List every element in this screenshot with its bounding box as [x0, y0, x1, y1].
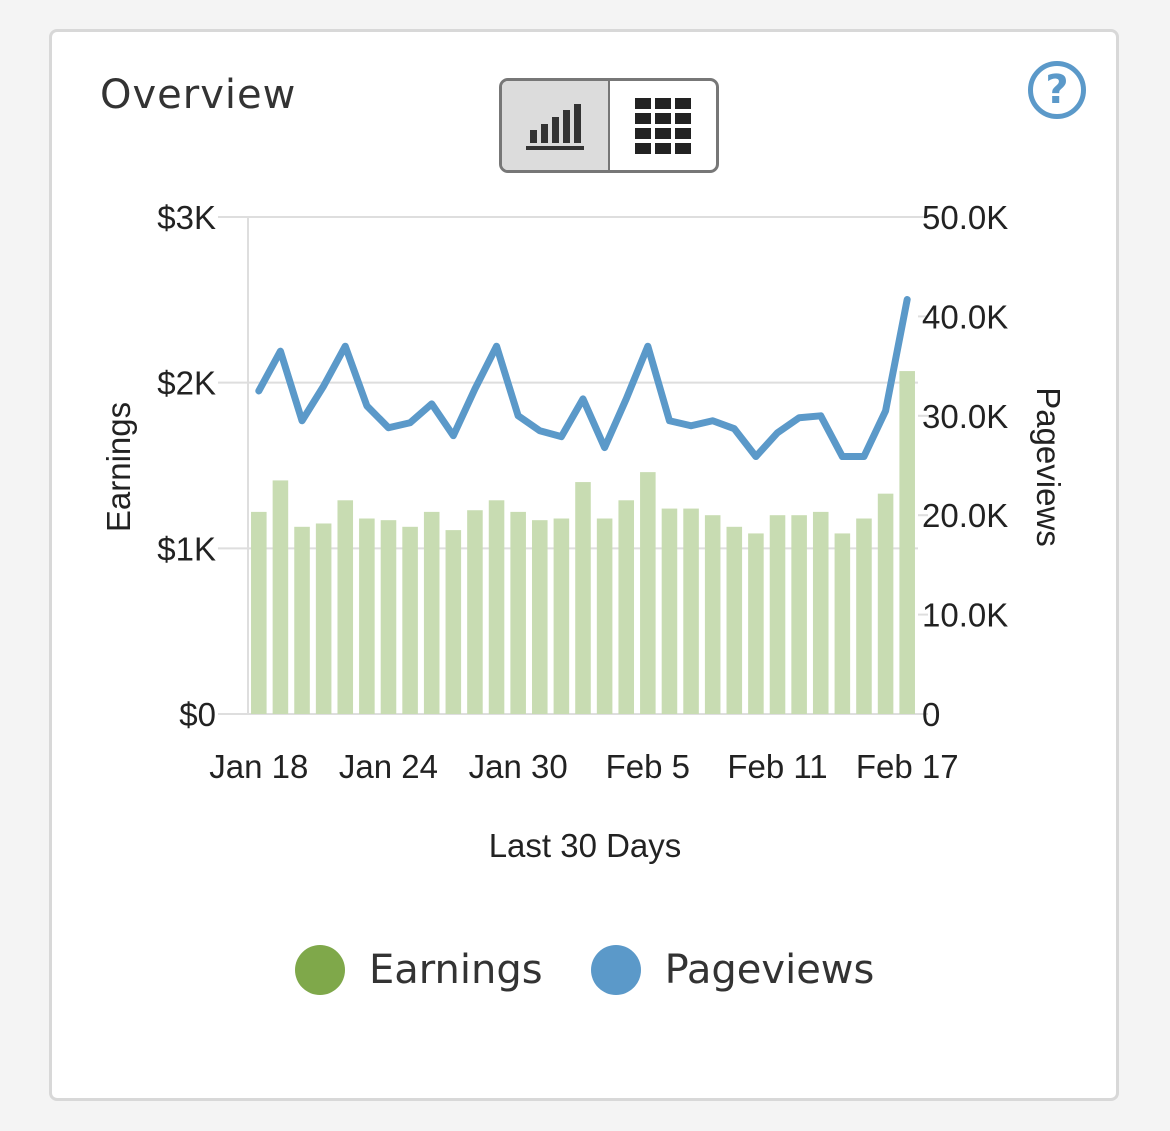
x-axis-label: Last 30 Days — [489, 827, 682, 864]
earnings-bar[interactable] — [423, 511, 440, 714]
grid-view-button[interactable] — [610, 81, 716, 170]
earnings-bar[interactable] — [661, 508, 678, 714]
earnings-bar[interactable] — [531, 520, 548, 714]
pageviews-legend-dot — [590, 945, 641, 995]
y-left-tick-label: $3K — [157, 199, 216, 236]
bar-chart-icon — [525, 103, 584, 150]
earnings-bar[interactable] — [467, 510, 483, 714]
x-tick-label: Jan 30 — [469, 748, 568, 785]
earnings-legend-dot — [295, 945, 345, 995]
earnings-bar[interactable] — [856, 518, 872, 714]
earnings-bar[interactable] — [596, 518, 613, 714]
earnings-bar[interactable] — [726, 526, 743, 714]
x-tick-label: Jan 24 — [339, 748, 438, 785]
toggle-divider — [607, 81, 611, 170]
earnings-bar[interactable] — [640, 472, 656, 714]
earnings-bar[interactable] — [812, 511, 829, 714]
x-tick-label: Feb 11 — [727, 748, 827, 785]
x-tick-label: Jan 18 — [209, 748, 308, 785]
earnings-bar[interactable] — [791, 515, 807, 714]
y-axis-right-label: Pageviews — [1030, 387, 1067, 547]
earnings-bar[interactable] — [251, 511, 267, 714]
pageviews-line — [255, 296, 911, 461]
chart-legend: Earnings Pageviews — [295, 945, 922, 995]
chart-axes: $0 $1K $2K $3K 0 10.0K 20.0K 30.0K 40.0K 50.0K Jan… — [157, 199, 1008, 785]
earnings-bar[interactable] — [899, 371, 915, 714]
y-right-tick-label: 30.0K — [922, 398, 1008, 435]
earnings-bar[interactable] — [337, 500, 354, 714]
earnings-bar[interactable] — [769, 515, 786, 714]
earnings-bar[interactable] — [315, 523, 332, 714]
earnings-bar[interactable] — [510, 511, 526, 714]
bar-chart-view-button[interactable] — [502, 81, 608, 170]
earnings-bar[interactable] — [704, 515, 721, 714]
earnings-bar[interactable] — [618, 500, 635, 714]
earnings-bar[interactable] — [488, 500, 505, 714]
y-right-tick-label: 10.0K — [922, 597, 1008, 634]
legend-label-pageviews: Pageviews — [664, 947, 875, 993]
legend-item-earnings[interactable]: Earnings — [295, 945, 543, 995]
earnings-bar[interactable] — [877, 493, 894, 714]
legend-item-pageviews[interactable]: Pageviews — [590, 945, 875, 995]
earnings-bars — [251, 371, 915, 714]
y-left-tick-label: $1K — [157, 530, 216, 567]
earnings-bar[interactable] — [402, 526, 418, 714]
y-right-tick-label: 40.0K — [922, 298, 1008, 335]
earnings-bar[interactable] — [294, 526, 310, 714]
earnings-bar[interactable] — [359, 518, 375, 714]
view-toggle — [499, 78, 719, 173]
earnings-bar[interactable] — [380, 520, 397, 714]
question-circle-icon: ? — [1045, 67, 1069, 113]
earnings-bar[interactable] — [553, 518, 570, 714]
earnings-bar[interactable] — [575, 482, 591, 714]
x-tick-label: Feb 17 — [856, 748, 959, 785]
legend-label-earnings: Earnings — [369, 947, 543, 993]
earnings-bar[interactable] — [748, 533, 764, 714]
y-right-tick-label: 0 — [922, 696, 940, 733]
y-left-tick-label: $2K — [157, 365, 216, 402]
earnings-bar[interactable] — [834, 533, 851, 714]
card-title: Overview — [100, 72, 297, 118]
earnings-bar[interactable] — [683, 508, 699, 714]
earnings-bar[interactable] — [445, 530, 462, 714]
x-tick-label: Feb 5 — [606, 748, 690, 785]
earnings-bar[interactable] — [272, 480, 289, 714]
y-right-tick-label: 50.0K — [922, 199, 1008, 236]
pageviews-line-path[interactable] — [255, 296, 911, 461]
y-left-tick-label: $0 — [179, 696, 216, 733]
y-right-tick-label: 20.0K — [922, 497, 1008, 534]
y-axis-left-label: Earnings — [100, 402, 137, 532]
help-button[interactable]: ? — [1028, 61, 1086, 119]
grid-icon — [635, 97, 692, 154]
